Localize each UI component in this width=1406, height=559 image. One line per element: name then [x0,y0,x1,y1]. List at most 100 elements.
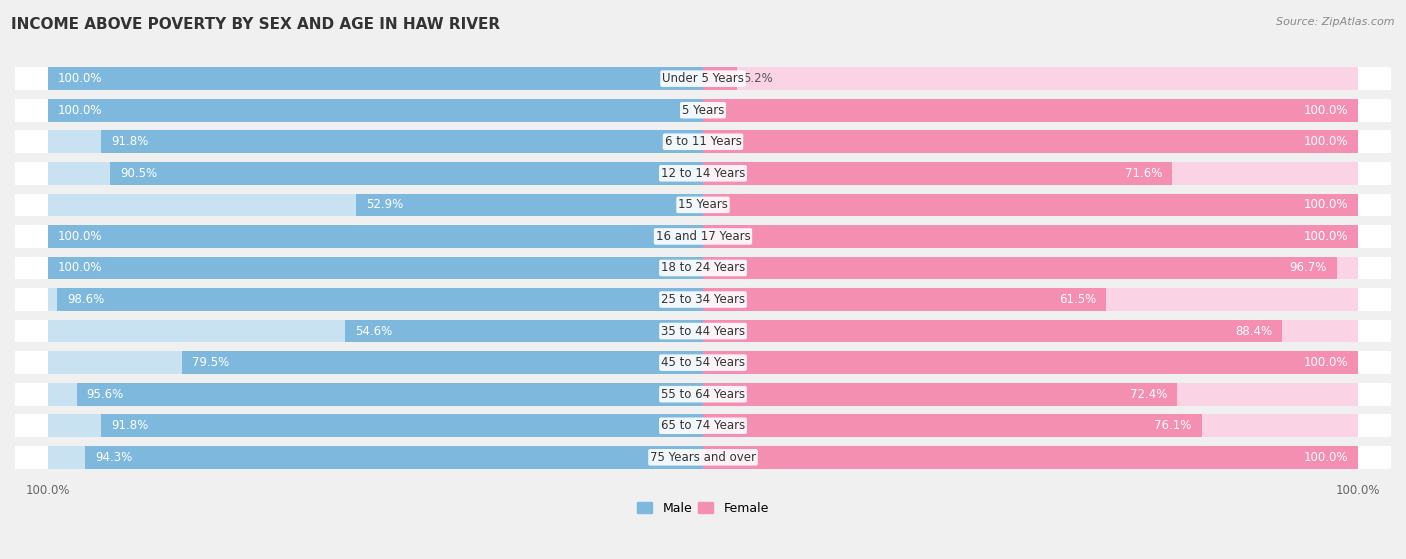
Text: 90.5%: 90.5% [120,167,157,180]
Bar [15,383,1391,406]
Text: 54.6%: 54.6% [356,325,392,338]
Bar [86,446,703,468]
Bar [703,193,1358,216]
Bar [15,193,1391,216]
Bar [346,320,703,343]
Bar [110,162,703,184]
Text: 55 to 64 Years: 55 to 64 Years [661,388,745,401]
Bar [703,99,1358,121]
Text: 100.0%: 100.0% [1303,135,1348,148]
Bar [48,99,703,121]
Bar [183,351,703,374]
Bar [15,99,1391,121]
Bar [703,193,1358,216]
Bar [703,414,1358,437]
Bar [48,446,703,468]
Bar [48,225,703,248]
Bar [703,446,1358,468]
Bar [15,320,1391,343]
Text: 76.1%: 76.1% [1154,419,1192,432]
Bar [703,67,1358,90]
Bar [76,383,703,406]
Text: 91.8%: 91.8% [111,135,149,148]
Text: 79.5%: 79.5% [191,356,229,369]
Bar [703,320,1282,343]
Text: 35 to 44 Years: 35 to 44 Years [661,325,745,338]
Text: 12 to 14 Years: 12 to 14 Years [661,167,745,180]
Bar [48,383,703,406]
Text: 88.4%: 88.4% [1236,325,1272,338]
Bar [48,99,703,121]
Bar [15,288,1391,311]
Bar [15,257,1391,280]
Bar [48,414,703,437]
Text: 96.7%: 96.7% [1289,262,1327,274]
Bar [703,162,1358,184]
Text: 45 to 54 Years: 45 to 54 Years [661,356,745,369]
Text: 65 to 74 Years: 65 to 74 Years [661,419,745,432]
Bar [703,99,1358,121]
Text: Under 5 Years: Under 5 Years [662,72,744,85]
Bar [703,320,1358,343]
Bar [703,351,1358,374]
Text: Source: ZipAtlas.com: Source: ZipAtlas.com [1277,17,1395,27]
Bar [48,320,703,343]
Text: 100.0%: 100.0% [1303,451,1348,464]
Bar [703,446,1358,468]
Bar [703,288,1107,311]
Bar [703,225,1358,248]
Text: 100.0%: 100.0% [1303,356,1348,369]
Text: 100.0%: 100.0% [1303,230,1348,243]
Text: 100.0%: 100.0% [1303,104,1348,117]
Bar [48,193,703,216]
Text: 95.6%: 95.6% [86,388,124,401]
Text: 16 and 17 Years: 16 and 17 Years [655,230,751,243]
Bar [703,257,1337,280]
Text: 71.6%: 71.6% [1125,167,1163,180]
Bar [703,130,1358,153]
Bar [15,225,1391,248]
Bar [15,162,1391,184]
Bar [15,414,1391,437]
Text: 100.0%: 100.0% [58,72,103,85]
Bar [703,414,1202,437]
Text: INCOME ABOVE POVERTY BY SEX AND AGE IN HAW RIVER: INCOME ABOVE POVERTY BY SEX AND AGE IN H… [11,17,501,32]
Bar [48,257,703,280]
Text: 72.4%: 72.4% [1130,388,1167,401]
Text: 75 Years and over: 75 Years and over [650,451,756,464]
Text: 5.2%: 5.2% [744,72,773,85]
Bar [15,351,1391,374]
Text: 100.0%: 100.0% [58,262,103,274]
Bar [101,130,703,153]
Bar [101,414,703,437]
Text: 15 Years: 15 Years [678,198,728,211]
Text: 18 to 24 Years: 18 to 24 Years [661,262,745,274]
Text: 25 to 34 Years: 25 to 34 Years [661,293,745,306]
Text: 5 Years: 5 Years [682,104,724,117]
Text: 94.3%: 94.3% [96,451,132,464]
Bar [48,351,703,374]
Bar [48,288,703,311]
Bar [703,288,1358,311]
Bar [703,162,1173,184]
Bar [356,193,703,216]
Bar [48,130,703,153]
Bar [15,130,1391,153]
Text: 100.0%: 100.0% [1303,198,1348,211]
Text: 52.9%: 52.9% [366,198,404,211]
Bar [703,130,1358,153]
Bar [703,257,1358,280]
Text: 98.6%: 98.6% [66,293,104,306]
Bar [703,67,737,90]
Text: 6 to 11 Years: 6 to 11 Years [665,135,741,148]
Bar [48,162,703,184]
Bar [48,67,703,90]
Legend: Male, Female: Male, Female [633,497,773,520]
Bar [48,67,703,90]
Bar [703,383,1177,406]
Text: 61.5%: 61.5% [1059,293,1097,306]
Bar [15,446,1391,468]
Bar [703,225,1358,248]
Bar [56,288,703,311]
Bar [48,225,703,248]
